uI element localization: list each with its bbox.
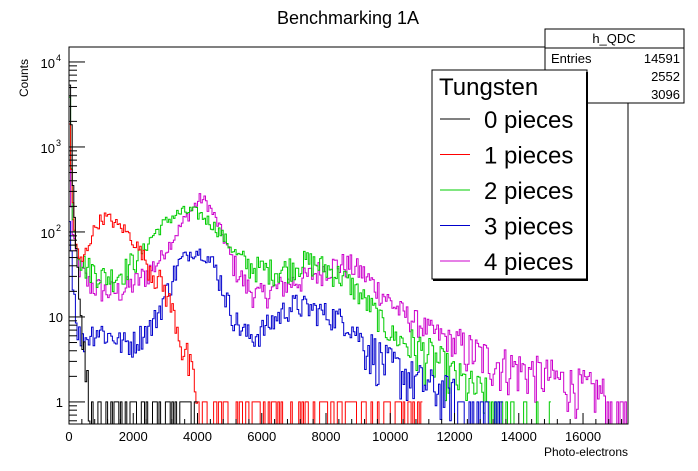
- y-tick-label: 10: [49, 310, 63, 325]
- x-axis-label: Photo-electrons: [544, 445, 628, 459]
- legend-title: Tungsten: [439, 74, 538, 101]
- legend-entries: 0 pieces 1 pieces 2 pieces 3 pieces 4 pieces: [440, 107, 573, 276]
- stats-box: h_QDC Entries 14591 Mean 2552 RMS 3096: [544, 28, 685, 104]
- stats-entries-value: 14591: [644, 51, 680, 66]
- axis-layer: 0 2000 4000 6000 8000 10000 12000 14000 16000 1 10…: [41, 53, 623, 444]
- y-tick-label: 10: [41, 226, 55, 241]
- x-tick-label: 16000: [565, 429, 601, 444]
- legend: Tungsten 0 pieces 1 pieces 2 pieces 3 piece…: [431, 69, 588, 281]
- y-tick-label: 1: [56, 395, 63, 410]
- x-tick-label: 8000: [312, 429, 341, 444]
- series-line-4-pieces: [69, 146, 628, 425]
- x-tick-label: 12000: [436, 429, 472, 444]
- series-line-3-pieces: [69, 221, 503, 425]
- legend-label-3-pieces: 3 pieces: [484, 214, 573, 241]
- series-line-2-pieces: [69, 96, 551, 425]
- y-tick-label-exponent: 2: [56, 223, 61, 233]
- stats-rms-value: 3096: [651, 87, 680, 102]
- legend-frame: [431, 69, 588, 280]
- legend-label-4-pieces: 4 pieces: [484, 249, 573, 276]
- legend-label-0-pieces: 0 pieces: [484, 107, 573, 134]
- y-tick-label: 10: [41, 56, 55, 71]
- legend-label-2-pieces: 2 pieces: [484, 178, 573, 205]
- x-tick-label: 6000: [247, 429, 276, 444]
- x-tick-label: 0: [65, 429, 72, 444]
- stats-entries-label: Entries: [551, 51, 592, 66]
- y-tick-label-exponent: 3: [56, 138, 61, 148]
- x-tick-label: 2000: [119, 429, 148, 444]
- stats-mean-value: 2552: [651, 69, 680, 84]
- y-tick-label: 10: [41, 141, 55, 156]
- legend-label-1-pieces: 1 pieces: [484, 143, 573, 170]
- x-tick-label: 10000: [372, 429, 408, 444]
- x-tick-label: 4000: [183, 429, 212, 444]
- x-tick-label: 14000: [501, 429, 537, 444]
- chart-title: Benchmarking 1A: [277, 8, 419, 28]
- y-axis-label: Counts: [17, 59, 31, 97]
- stats-box-name: h_QDC: [592, 31, 635, 46]
- y-tick-label-exponent: 4: [56, 53, 61, 63]
